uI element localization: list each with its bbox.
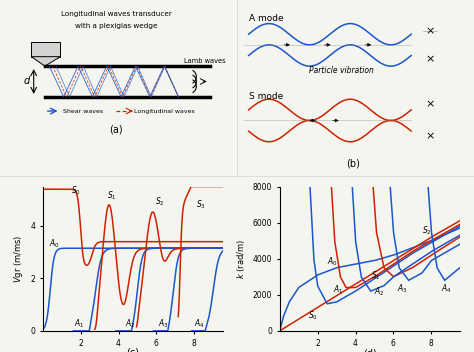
Text: $A_1$: $A_1$ [74,318,84,331]
Text: $A_2$: $A_2$ [125,318,136,331]
Text: $A_2$: $A_2$ [374,286,385,298]
Text: $A_3$: $A_3$ [397,282,408,295]
Text: $\times$: $\times$ [425,26,435,36]
Y-axis label: $V$gr (m/ms): $V$gr (m/ms) [11,234,25,283]
Text: Longitudinal waves: Longitudinal waves [134,108,195,114]
Y-axis label: $k$ (rad/m): $k$ (rad/m) [235,239,247,279]
Text: Longitudinal waves transducer: Longitudinal waves transducer [61,11,172,17]
Text: $S_2$: $S_2$ [422,225,432,237]
Text: Shear waves: Shear waves [63,108,103,114]
Text: with a plexiglas wedge: with a plexiglas wedge [75,23,157,29]
Text: Particle vibration: Particle vibration [309,67,374,75]
Text: $S_1$: $S_1$ [107,189,117,202]
Text: A mode: A mode [248,14,283,23]
Text: $\times$: $\times$ [425,99,435,110]
Text: $\times$: $\times$ [425,54,435,64]
Text: $S_2$: $S_2$ [155,196,164,208]
Text: Lamb waves: Lamb waves [184,58,226,64]
Text: $S_3$: $S_3$ [196,199,206,211]
Text: $S_1$: $S_1$ [371,270,380,282]
Text: $A_4$: $A_4$ [194,318,205,331]
Text: $\times$: $\times$ [425,131,435,142]
Text: $A_0$: $A_0$ [49,238,60,250]
Text: (c): (c) [126,348,139,352]
Polygon shape [31,57,60,66]
Text: (d): (d) [363,348,377,352]
Text: $A_1$: $A_1$ [333,284,343,296]
Text: (a): (a) [109,125,123,135]
Polygon shape [31,43,60,57]
Text: $S_0$: $S_0$ [71,184,81,197]
Text: d: d [24,76,30,87]
Text: $S_0$: $S_0$ [308,309,318,322]
Text: S mode: S mode [248,92,283,101]
Text: (b): (b) [346,158,360,168]
Text: $A_0$: $A_0$ [327,255,338,268]
Text: $A_4$: $A_4$ [441,282,452,295]
Text: $A_3$: $A_3$ [158,318,169,331]
